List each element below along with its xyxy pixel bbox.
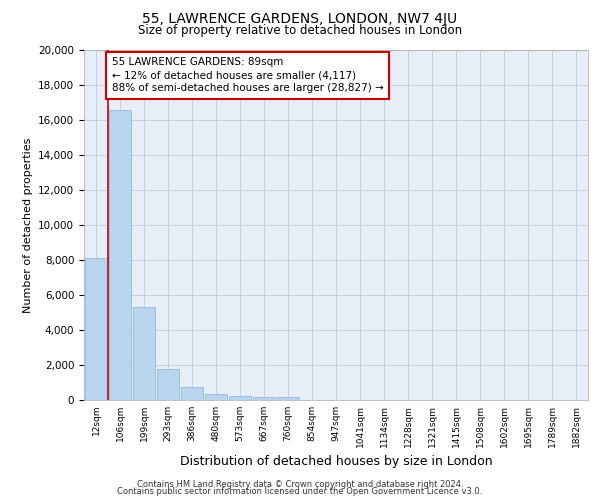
Bar: [133, 307, 155, 400]
Bar: [85, 258, 107, 400]
Bar: [253, 397, 275, 400]
Bar: [205, 394, 227, 400]
Y-axis label: Number of detached properties: Number of detached properties: [23, 138, 32, 312]
Text: Size of property relative to detached houses in London: Size of property relative to detached ho…: [138, 24, 462, 37]
Bar: [157, 370, 179, 400]
Text: 55, LAWRENCE GARDENS, LONDON, NW7 4JU: 55, LAWRENCE GARDENS, LONDON, NW7 4JU: [142, 12, 458, 26]
Bar: [277, 398, 299, 400]
Bar: [229, 396, 251, 400]
X-axis label: Distribution of detached houses by size in London: Distribution of detached houses by size …: [179, 456, 493, 468]
Bar: [109, 110, 131, 400]
Text: Contains public sector information licensed under the Open Government Licence v3: Contains public sector information licen…: [118, 487, 482, 496]
Text: Contains HM Land Registry data © Crown copyright and database right 2024.: Contains HM Land Registry data © Crown c…: [137, 480, 463, 489]
Bar: [181, 387, 203, 400]
Text: 55 LAWRENCE GARDENS: 89sqm
← 12% of detached houses are smaller (4,117)
88% of s: 55 LAWRENCE GARDENS: 89sqm ← 12% of deta…: [112, 57, 383, 94]
